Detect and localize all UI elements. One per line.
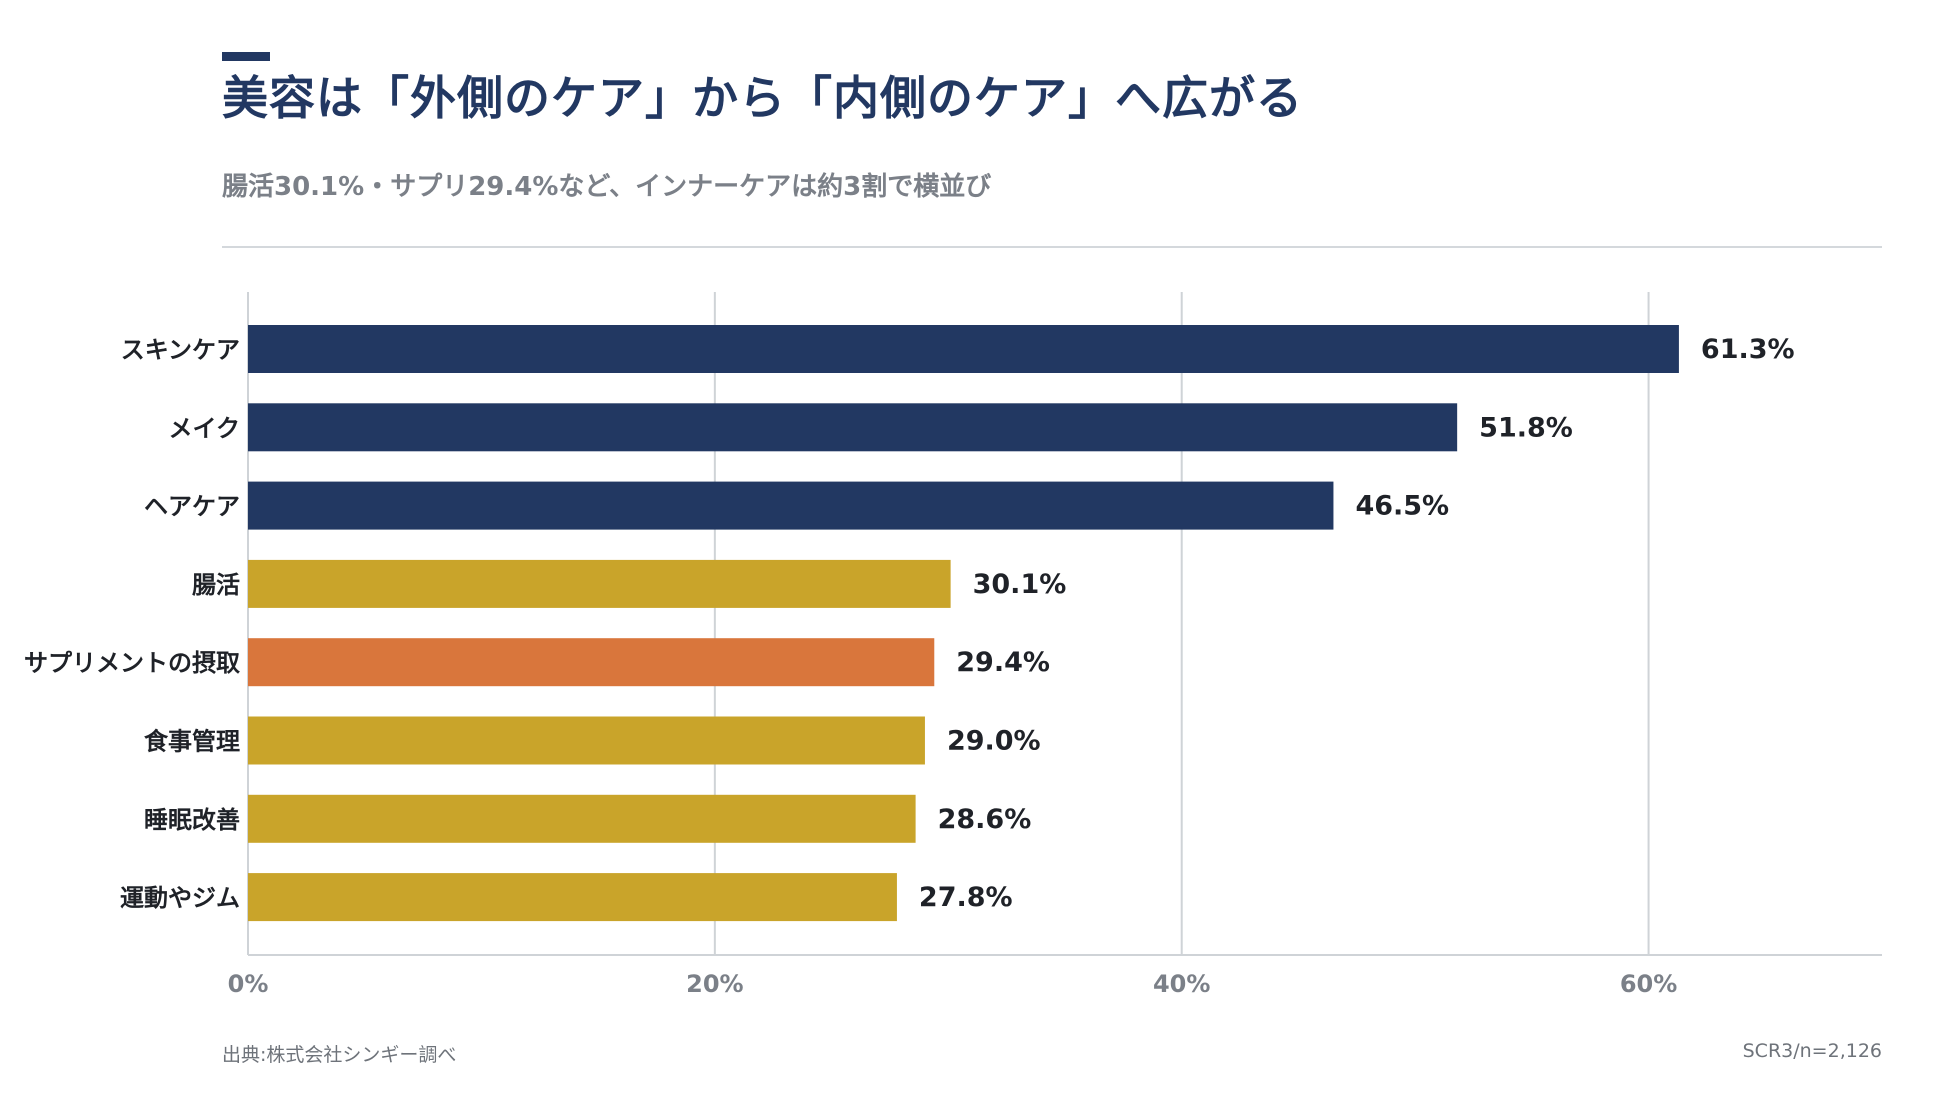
source-note: 出典:株式会社シンギー調べ	[222, 1044, 457, 1066]
category-label: ヘアケア	[144, 493, 240, 521]
page-subtitle: 腸活30.1%・サプリ29.4%など、インナーケアは約3割で横並び	[222, 172, 992, 202]
x-tick-label: 40%	[1153, 970, 1210, 998]
bar-chart: 0% 20% 40% 60% スキンケア 61.3% メイク 51.8% ヘアケア 46.5% 腸活…	[24, 292, 1882, 998]
category-label: スキンケア	[121, 336, 240, 364]
bar	[248, 325, 1679, 373]
category-label: 食事管理	[144, 728, 240, 756]
header-divider	[222, 246, 1882, 248]
value-label: 29.4%	[956, 647, 1050, 678]
bar	[248, 403, 1458, 452]
title-accent-bar	[222, 52, 270, 61]
value-label: 29.0%	[947, 726, 1041, 757]
value-label: 30.1%	[973, 569, 1067, 600]
category-label: 運動やジム	[120, 884, 240, 912]
value-label: 27.8%	[919, 882, 1013, 913]
category-label: サプリメントの摂取	[24, 649, 240, 677]
bar	[248, 638, 935, 687]
x-tick-label: 60%	[1620, 970, 1677, 998]
category-label: メイク	[168, 414, 240, 442]
x-tick-label: 0%	[228, 970, 269, 998]
page-title: 美容は「外側のケア」から「内側のケア」へ広がる	[222, 71, 1303, 125]
bar	[248, 481, 1334, 530]
value-label: 46.5%	[1355, 491, 1449, 522]
x-tick-label: 20%	[686, 970, 743, 998]
value-label: 51.8%	[1479, 412, 1573, 443]
bar	[248, 794, 916, 843]
category-label: 睡眠改善	[144, 806, 240, 834]
sample-note: SCR3/n=2,126	[1742, 1040, 1882, 1062]
bar	[248, 873, 897, 922]
value-label: 61.3%	[1701, 334, 1795, 365]
category-label: 腸活	[192, 571, 240, 599]
bar	[248, 559, 951, 608]
bar	[248, 716, 925, 765]
value-label: 28.6%	[938, 804, 1032, 835]
